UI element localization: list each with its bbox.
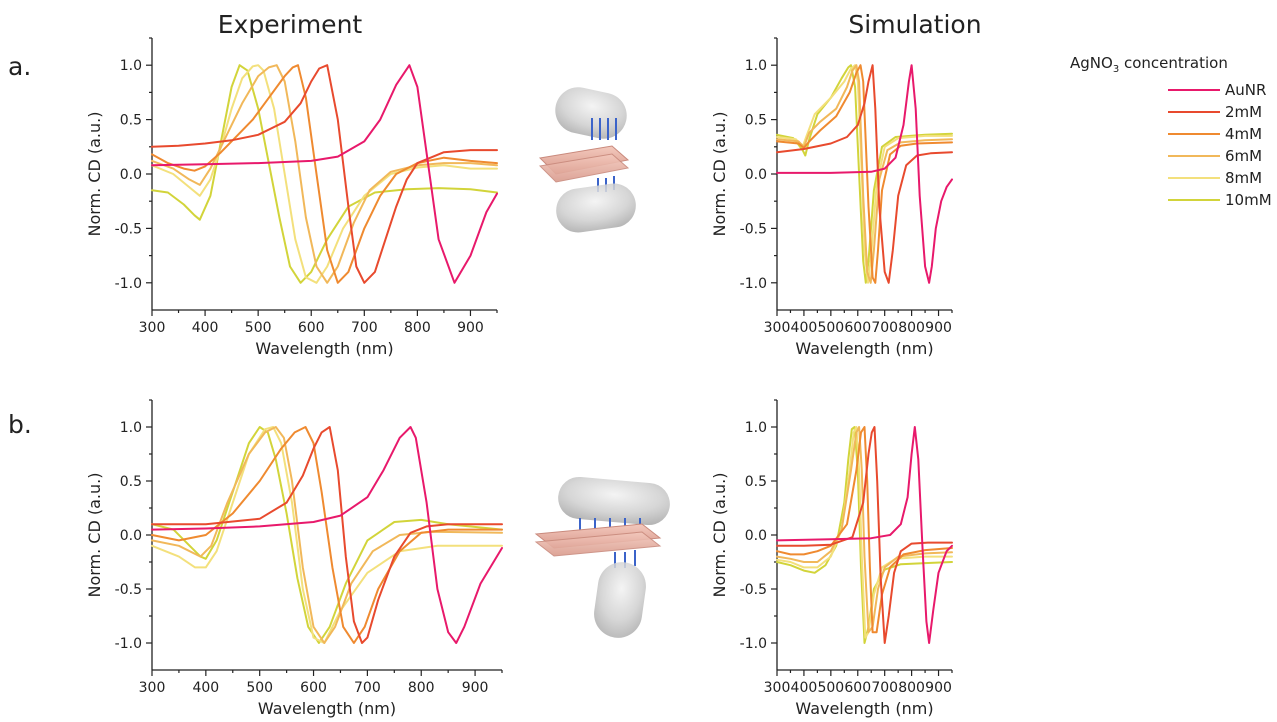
series-line-4mm bbox=[776, 426, 953, 634]
legend-label: 10mM bbox=[1225, 191, 1272, 209]
x-tick-label: 500 bbox=[817, 320, 844, 336]
series-line-6mm bbox=[776, 426, 953, 634]
x-axis-label: Wavelength (nm) bbox=[795, 339, 933, 358]
y-tick-label: 1.0 bbox=[120, 58, 142, 74]
x-tick-label: 900 bbox=[925, 320, 952, 336]
legend-label: AuNR bbox=[1225, 81, 1266, 99]
x-axis-label: Wavelength (nm) bbox=[255, 339, 393, 358]
series-line-6mm bbox=[151, 426, 503, 644]
y-axis-label: Norm. CD (a.u.) bbox=[85, 473, 104, 598]
legend-title: AgNO3 concentration bbox=[1070, 54, 1228, 75]
y-tick-label: 1.0 bbox=[745, 58, 767, 74]
y-tick-label: 1.0 bbox=[745, 420, 767, 436]
x-tick-label: 400 bbox=[791, 680, 818, 696]
x-tick-label: 600 bbox=[844, 680, 871, 696]
x-tick-label: 600 bbox=[300, 680, 327, 696]
series-line-4mm bbox=[151, 64, 498, 284]
x-tick-label: 600 bbox=[298, 320, 325, 336]
series-line-10mm bbox=[776, 64, 953, 284]
x-tick-label: 800 bbox=[408, 680, 435, 696]
chart-b-simulation: 300 400 500 600 700 800 900 -1.0 -0.5 0.0 0.5 1.0 Wa… bbox=[710, 399, 953, 718]
chart-a-simulation: 300 400 500 600 700 800 900 -1.0 -0.5 0.0 0.5 1.0 Wa… bbox=[710, 37, 953, 358]
y-tick-label: 1.0 bbox=[120, 420, 142, 436]
x-tick-label: 900 bbox=[925, 680, 952, 696]
simulation-title: Simulation bbox=[848, 10, 981, 39]
y-tick-label: 0.5 bbox=[120, 113, 142, 129]
x-tick-label: 500 bbox=[817, 680, 844, 696]
y-tick-label: -0.5 bbox=[740, 221, 767, 237]
series-line-10mm bbox=[151, 426, 503, 644]
series-line-aunr bbox=[151, 64, 498, 284]
x-tick-label: 500 bbox=[245, 320, 272, 336]
x-tick-label: 300 bbox=[139, 680, 166, 696]
legend: AgNO3 concentration AuNR 2mM 4mM 6mM 8mM 10mM bbox=[1070, 54, 1272, 209]
series-line-2mm bbox=[776, 64, 953, 284]
series-line-aunr bbox=[151, 426, 503, 644]
x-tick-label: 700 bbox=[871, 680, 898, 696]
y-tick-label: 0.0 bbox=[745, 528, 767, 544]
series-line-2mm bbox=[151, 426, 503, 644]
y-tick-label: -0.5 bbox=[115, 582, 142, 598]
series-line-aunr bbox=[776, 64, 953, 284]
y-tick-label: 0.5 bbox=[745, 113, 767, 129]
series-line-8mm bbox=[151, 64, 498, 284]
x-tick-label: 700 bbox=[871, 320, 898, 336]
y-tick-label: 0.0 bbox=[745, 167, 767, 183]
row-label-a: a. bbox=[8, 52, 31, 81]
y-tick-label: 0.0 bbox=[120, 167, 142, 183]
x-tick-label: 300 bbox=[764, 320, 791, 336]
y-tick-label: 0.5 bbox=[120, 474, 142, 490]
legend-label: 4mM bbox=[1225, 125, 1262, 143]
y-tick-label: 0.5 bbox=[745, 474, 767, 490]
series-line-10mm bbox=[151, 64, 498, 284]
x-tick-label: 400 bbox=[192, 680, 219, 696]
x-tick-label: 800 bbox=[898, 320, 925, 336]
x-tick-label: 800 bbox=[898, 680, 925, 696]
y-tick-label: -1.0 bbox=[115, 636, 142, 652]
y-tick-label: -0.5 bbox=[740, 582, 767, 598]
row-label-b: b. bbox=[8, 410, 32, 439]
chart-b-experiment: 300 400 500 600 700 800 900 -1.0 -0.5 0.0 0.5 1.0 Wa… bbox=[85, 399, 503, 718]
legend-label: 8mM bbox=[1225, 169, 1262, 187]
y-axis-label: Norm. CD (a.u.) bbox=[710, 112, 729, 237]
x-tick-label: 400 bbox=[192, 320, 219, 336]
y-axis-label: Norm. CD (a.u.) bbox=[710, 473, 729, 598]
x-axis-label: Wavelength (nm) bbox=[258, 699, 396, 718]
x-tick-label: 700 bbox=[354, 680, 381, 696]
x-tick-label: 600 bbox=[844, 320, 871, 336]
y-tick-label: -0.5 bbox=[115, 221, 142, 237]
legend-label: 2mM bbox=[1225, 103, 1262, 121]
series-line-8mm bbox=[776, 64, 953, 284]
series-line-4mm bbox=[151, 426, 503, 644]
y-axis-label: Norm. CD (a.u.) bbox=[85, 112, 104, 237]
y-tick-label: -1.0 bbox=[115, 276, 142, 292]
series-line-4mm bbox=[776, 64, 953, 284]
x-axis-label: Wavelength (nm) bbox=[795, 699, 933, 718]
x-tick-label: 900 bbox=[457, 320, 484, 336]
series-line-8mm bbox=[151, 426, 503, 644]
x-tick-label: 800 bbox=[404, 320, 431, 336]
x-tick-label: 700 bbox=[351, 320, 378, 336]
y-tick-label: -1.0 bbox=[740, 636, 767, 652]
series-line-6mm bbox=[151, 64, 498, 284]
legend-label: 6mM bbox=[1225, 147, 1262, 165]
y-tick-label: -1.0 bbox=[740, 276, 767, 292]
experiment-title: Experiment bbox=[218, 10, 363, 39]
series-line-2mm bbox=[151, 64, 498, 284]
schematic-a bbox=[538, 87, 636, 233]
x-tick-label: 300 bbox=[764, 680, 791, 696]
schematic-b bbox=[534, 476, 670, 638]
series-line-6mm bbox=[776, 64, 953, 284]
x-tick-label: 400 bbox=[791, 320, 818, 336]
series-line-aunr bbox=[776, 426, 953, 644]
series-line-8mm bbox=[776, 426, 953, 639]
x-tick-label: 500 bbox=[246, 680, 273, 696]
chart-a-experiment: 300 400 500 600 700 800 900 -1.0 -0.5 0.0 0.5 1.0 Wa… bbox=[85, 37, 498, 358]
x-tick-label: 900 bbox=[462, 680, 489, 696]
x-tick-label: 300 bbox=[139, 320, 166, 336]
y-tick-label: 0.0 bbox=[120, 528, 142, 544]
